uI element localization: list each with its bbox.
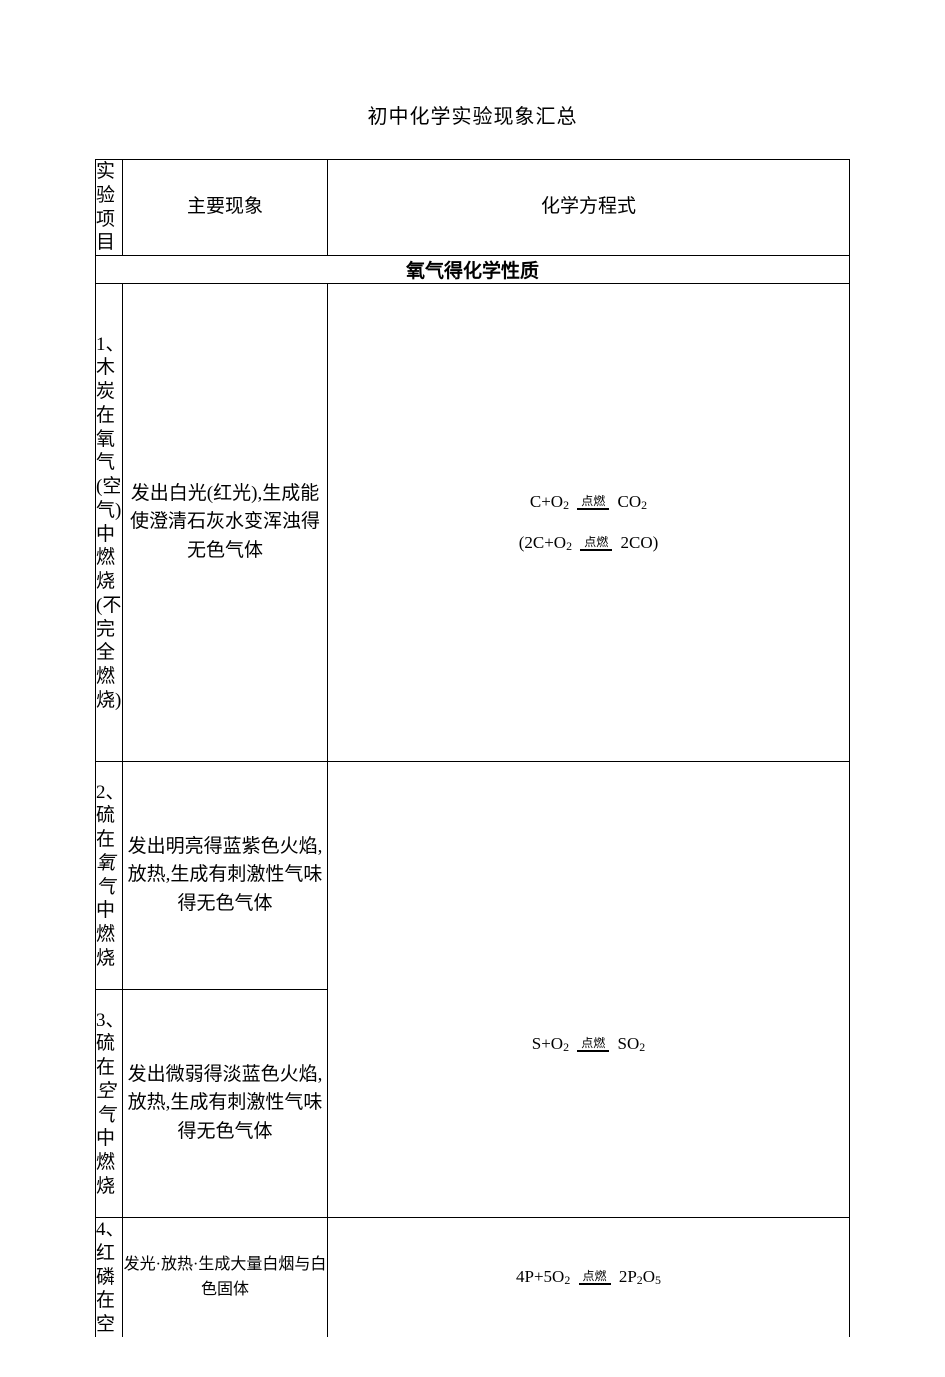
section-header: 氧气得化学性质 xyxy=(96,256,850,284)
condition-label: 点燃 xyxy=(579,1270,611,1285)
condition-label: 点燃 xyxy=(577,495,609,510)
section-header-row: 氧气得化学性质 xyxy=(96,256,850,284)
table-row: 1、 木 炭 在 氧 气 (空 气) 中 燃 烧 (不 完 全 燃 烧) 发出白… xyxy=(96,284,850,762)
phenomenon-3: 发出微弱得淡蓝色火焰,放热,生成有刺激性气味得无色气体 xyxy=(123,990,328,1218)
condition-label: 点燃 xyxy=(577,1037,609,1052)
phenomenon-4: 发光·放热·生成大量白烟与白色固体 xyxy=(123,1218,328,1337)
condition-label: 点燃 xyxy=(580,536,612,551)
experiment-label-1: 1、 木 炭 在 氧 气 (空 气) 中 燃 烧 (不 完 全 燃 烧) xyxy=(96,284,123,762)
equation-2-3: S+O2 点燃 SO2 xyxy=(328,762,850,1218)
experiment-label-2: 2、 硫 在 氧气 中 燃 烧 xyxy=(96,762,123,990)
experiment-label-3: 3、 硫 在 空气 中 燃 烧 xyxy=(96,990,123,1218)
experiment-label-4: 4、 红 磷 在 空 xyxy=(96,1218,123,1337)
main-table: 实验项目 主要现象 化学方程式 氧气得化学性质 1、 木 炭 在 氧 气 (空 … xyxy=(95,159,850,1337)
header-col1: 实验项目 xyxy=(96,160,123,256)
header-col2: 主要现象 xyxy=(123,160,328,256)
table-row: 2、 硫 在 氧气 中 燃 烧 发出明亮得蓝紫色火焰,放热,生成有刺激性气味得无… xyxy=(96,762,850,990)
page-title: 初中化学实验现象汇总 xyxy=(95,100,850,129)
equation-4: 4P+5O2 点燃 2P2O5 xyxy=(328,1218,850,1337)
table-header-row: 实验项目 主要现象 化学方程式 xyxy=(96,160,850,256)
document-page: 初中化学实验现象汇总 实验项目 主要现象 化学方程式 氧气得化学性质 1、 木 … xyxy=(0,0,945,1377)
phenomenon-1: 发出白光(红光),生成能使澄清石灰水变浑浊得无色气体 xyxy=(123,284,328,762)
header-col3: 化学方程式 xyxy=(328,160,850,256)
equation-1: C+O2 点燃 CO2 (2C+O2 点燃 2CO) xyxy=(328,284,850,762)
table-row: 4、 红 磷 在 空 发光·放热·生成大量白烟与白色固体 4P+5O2 点燃 2… xyxy=(96,1218,850,1337)
phenomenon-2: 发出明亮得蓝紫色火焰,放热,生成有刺激性气味得无色气体 xyxy=(123,762,328,990)
